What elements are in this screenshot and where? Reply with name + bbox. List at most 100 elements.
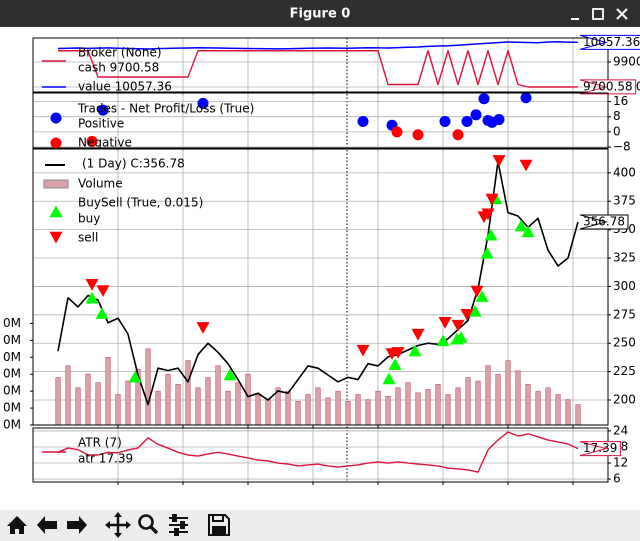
buy-marker [475, 290, 489, 302]
maximize-button[interactable] [592, 8, 604, 20]
volume-bar [305, 394, 311, 425]
y-tick-label: 300 [613, 279, 636, 293]
legend-label: buy [78, 212, 100, 226]
end-value-label: 17.39 [579, 441, 621, 457]
series-line [58, 50, 579, 88]
minimize-button[interactable] [566, 6, 582, 22]
volume-bar [85, 373, 91, 425]
y2-tick-label: 0M [3, 401, 21, 415]
end-value-text: 356.78 [583, 214, 625, 228]
volume-bar [255, 394, 261, 425]
y-tick-label: 8 [613, 109, 621, 123]
volume-bar [65, 365, 71, 425]
volume-bar [425, 389, 431, 425]
back-button[interactable] [37, 516, 57, 534]
buy-marker [223, 368, 237, 381]
volume-bar [105, 357, 111, 425]
home-button[interactable] [7, 516, 27, 534]
volume-bar [365, 399, 371, 425]
volume-bar [175, 384, 181, 425]
volume-bar [285, 390, 291, 425]
volume-bar [565, 399, 571, 425]
volume-bar [75, 387, 81, 425]
y-tick-label: 12 [613, 456, 628, 470]
volume-bar [385, 395, 391, 425]
sell-marker [460, 309, 474, 321]
close-button[interactable] [616, 8, 628, 20]
trade-marker [461, 115, 473, 127]
volume-bar [485, 365, 491, 425]
y-tick-label: 9900 [613, 55, 640, 69]
volume-bar [515, 370, 521, 425]
legend-bar [43, 179, 69, 189]
legend-label: BuySell (True, 0.015) [78, 196, 203, 210]
sell-marker [438, 317, 452, 329]
trade-marker [391, 126, 403, 138]
trade-marker [86, 135, 98, 147]
buy-marker [521, 225, 535, 238]
y-tick-label: 200 [613, 393, 636, 407]
trade-marker [97, 104, 109, 116]
y-tick-label: 325 [613, 251, 636, 265]
y-tick-label: 16 [613, 94, 628, 108]
configure-button[interactable] [169, 514, 188, 536]
volume-bar [115, 394, 121, 425]
y-tick-label: 225 [613, 364, 636, 378]
legend-label: Negative [78, 136, 132, 150]
volume-bar [245, 373, 251, 425]
y-tick-label: 400 [613, 165, 636, 179]
end-value-box [579, 441, 621, 457]
volume-bar [335, 390, 341, 425]
buy-marker [382, 372, 396, 385]
volume-bar [505, 360, 511, 425]
y-tick-label: 275 [613, 307, 636, 321]
volume-bar [525, 384, 531, 425]
legend-label: sell [78, 231, 98, 245]
volume-bar [95, 382, 101, 425]
legend-marker [49, 231, 63, 244]
volume-bar [145, 348, 151, 425]
y2-tick-label: 0M [3, 333, 21, 347]
buy-marker [408, 344, 422, 357]
sell-marker [485, 193, 499, 206]
y2-tick-label: 0M [3, 316, 21, 330]
buy-marker [514, 219, 528, 232]
end-value-text: 17.39 [583, 441, 617, 455]
sell-marker [451, 319, 465, 332]
trade-marker [357, 115, 369, 127]
sell-marker [196, 322, 210, 334]
save-button[interactable] [208, 514, 230, 536]
legend-marker [49, 205, 63, 218]
sell-marker [470, 285, 484, 298]
y-tick-label: 6 [613, 472, 621, 486]
buy-marker [95, 307, 109, 319]
forward-button[interactable] [67, 516, 87, 534]
zoom-button[interactable] [138, 514, 159, 535]
legend-marker [50, 112, 62, 124]
end-value-text: 10057.36 [583, 35, 640, 49]
volume-bar [235, 382, 241, 425]
title-bar [0, 0, 640, 27]
volume-bar [355, 394, 361, 425]
legend-label: ATR (7) [78, 436, 122, 450]
buy-marker [484, 228, 498, 241]
buy-marker [436, 334, 450, 347]
sell-marker [481, 208, 495, 221]
buy-marker [468, 304, 482, 317]
volume-bar [435, 384, 441, 425]
end-value-label: 9700.58 [579, 79, 637, 95]
trade-marker [478, 93, 490, 105]
sell-marker [391, 347, 405, 359]
volume-bar [265, 399, 271, 425]
volume-bar [185, 360, 191, 425]
y-tick-label: 250 [613, 336, 636, 350]
legend-label: cash 9700.58 [78, 61, 159, 75]
legend-label: Broker (None) [78, 46, 162, 60]
sell-marker [356, 344, 370, 357]
pan-button[interactable] [105, 512, 131, 538]
y-tick-label: 24 [613, 423, 628, 437]
y2-tick-label: 0M [3, 367, 21, 381]
